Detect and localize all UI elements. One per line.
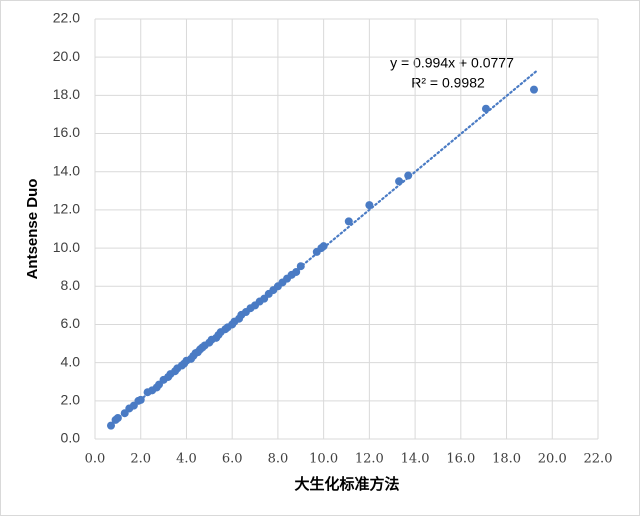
y-tick-label: 18.0 <box>53 86 80 102</box>
x-tick-label: 10.0 <box>309 452 338 467</box>
x-tick-label: 14.0 <box>401 452 430 467</box>
point <box>296 262 305 271</box>
x-tick-label: 2.0 <box>130 452 151 467</box>
point <box>344 217 353 226</box>
y-tick-label: 12.0 <box>53 201 80 217</box>
trend-equation: y = 0.994x + 0.0777 <box>390 55 514 71</box>
x-axis-title: 大生化标准方法 <box>294 475 399 493</box>
point <box>481 104 490 113</box>
point <box>365 201 374 210</box>
y-tick-label: 16.0 <box>53 124 80 140</box>
x-tick-label: 18.0 <box>492 452 521 467</box>
x-tick-label: 16.0 <box>446 452 475 467</box>
x-tick-label: 8.0 <box>268 452 289 467</box>
trendline <box>107 70 538 428</box>
x-tick-label: 22.0 <box>584 452 613 467</box>
x-tick-label: 20.0 <box>538 452 567 467</box>
point <box>319 242 328 251</box>
y-tick-label: 2.0 <box>61 392 81 408</box>
point <box>107 421 116 430</box>
point <box>404 171 413 180</box>
y-tick-label: 8.0 <box>61 277 81 293</box>
x-tick-label: 4.0 <box>176 452 197 467</box>
x-tick-label: 0.0 <box>85 452 106 467</box>
x-tick-label: 6.0 <box>222 452 243 467</box>
y-tick-label: 20.0 <box>53 48 80 64</box>
y-tick-label: 14.0 <box>53 162 80 178</box>
point <box>136 395 145 404</box>
y-tick-label: 10.0 <box>53 239 80 255</box>
point <box>113 414 122 422</box>
y-axis-title: Antsense Duo <box>24 179 41 280</box>
point <box>292 267 301 276</box>
y-tick-label: 4.0 <box>61 353 81 369</box>
y-tick-label: 22.0 <box>53 10 80 26</box>
point <box>529 85 538 94</box>
point <box>395 177 404 186</box>
y-tick-label: 0.0 <box>61 430 81 446</box>
trend-r2: R² = 0.9982 <box>411 75 485 91</box>
y-tick-label: 6.0 <box>61 315 81 331</box>
x-tick-label: 12.0 <box>355 452 384 467</box>
